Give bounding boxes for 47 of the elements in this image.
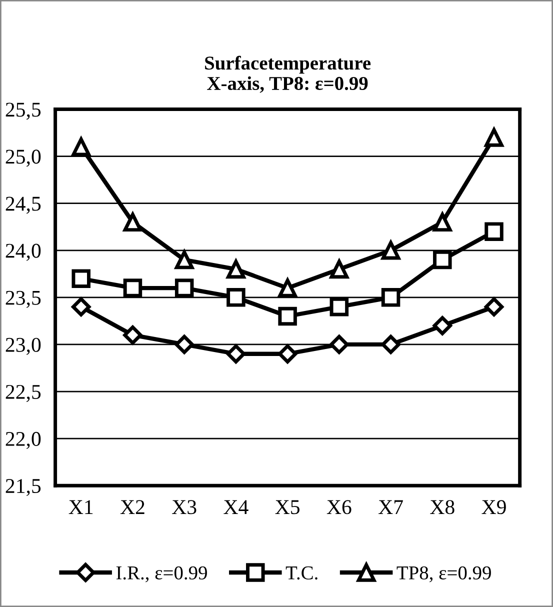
point [278, 344, 298, 364]
y-tick-label: 24,0 [6, 244, 41, 261]
point [174, 278, 194, 298]
x-tick-label: X3 [172, 500, 196, 514]
point [330, 297, 349, 316]
point [123, 325, 142, 345]
point [433, 250, 452, 270]
y-tick-label: 24,5 [6, 196, 41, 214]
point [484, 222, 504, 241]
point [484, 297, 504, 316]
point [226, 288, 246, 307]
legend-label: T.C. [286, 566, 318, 580]
point [381, 334, 400, 354]
x-tick-label: X2 [120, 500, 144, 514]
x-tick-label: X9 [482, 500, 506, 514]
chart-title: Surfacetemperature [205, 56, 371, 74]
point [330, 334, 349, 354]
x-tick-label: X6 [326, 500, 352, 514]
x-tick-label: X7 [378, 500, 403, 514]
y-tick-label: 21,5 [6, 479, 41, 496]
y-tick-label: 22,0 [6, 432, 41, 449]
point [123, 278, 142, 298]
y-tick-label: 23,0 [6, 338, 41, 355]
chart-subtitle: X-axis, TP8: ε=0.99 [207, 76, 368, 93]
x-tick-label: X1 [68, 500, 93, 514]
point [433, 212, 452, 232]
x-tick-label: X5 [275, 500, 300, 514]
point [330, 260, 349, 279]
legend-label: TP8, ε=0.99 [396, 566, 491, 582]
point [381, 288, 400, 307]
y-tick-label: 22,5 [6, 384, 41, 402]
x-tick-label: X8 [430, 500, 454, 514]
point [123, 212, 142, 232]
x-tick-label: X4 [224, 500, 248, 514]
point [72, 297, 91, 316]
point [432, 316, 452, 336]
point [226, 344, 246, 364]
point [278, 306, 297, 326]
point [174, 334, 194, 354]
y-tick-label: 25,5 [6, 102, 41, 120]
point [72, 269, 90, 288]
y-tick-label: 23,5 [6, 290, 41, 308]
legend-label: I.R., ε=0.99 [116, 566, 207, 582]
point [226, 260, 246, 279]
point [278, 278, 297, 298]
point [174, 250, 194, 270]
y-tick-label: 25,0 [6, 150, 41, 167]
